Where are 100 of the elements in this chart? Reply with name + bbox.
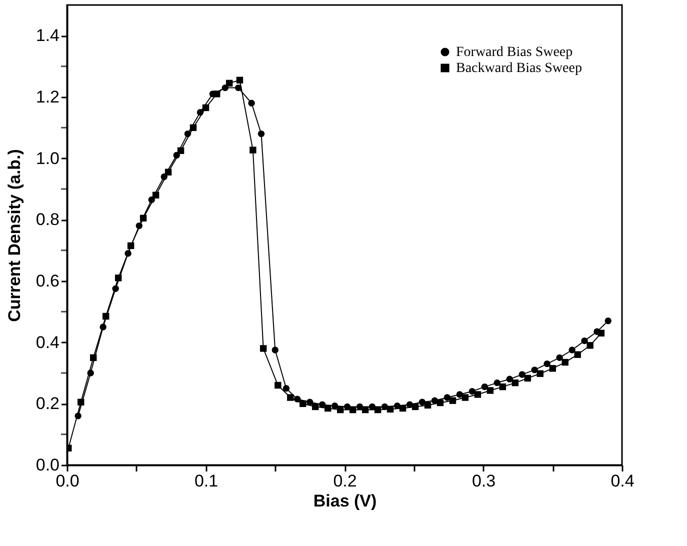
point: [524, 374, 532, 382]
point: [127, 242, 134, 250]
point: [486, 387, 494, 394]
point: [272, 346, 278, 354]
point: [324, 404, 332, 412]
point: [300, 400, 306, 408]
point: [568, 346, 576, 354]
point: [190, 124, 197, 132]
point: [506, 376, 513, 382]
point: [274, 382, 282, 389]
point: [424, 402, 432, 409]
point: [604, 318, 612, 324]
point: [148, 196, 155, 204]
point: [164, 168, 172, 176]
point: [549, 365, 556, 372]
point: [399, 404, 406, 412]
point: [100, 324, 106, 330]
point: [177, 147, 184, 154]
point: [87, 370, 94, 376]
point: [368, 403, 376, 410]
point: [381, 403, 388, 410]
point: [536, 370, 544, 377]
point: [213, 90, 220, 98]
point: [598, 330, 605, 336]
point: [112, 285, 119, 292]
point: [184, 130, 192, 138]
point: [74, 412, 82, 420]
point: [449, 397, 456, 404]
legend-label: Backward Bias Sweep: [456, 61, 582, 76]
point: [362, 406, 369, 414]
point: [394, 402, 401, 410]
point: [444, 394, 451, 401]
y-tick-label: 0.4: [36, 332, 60, 352]
point: [152, 192, 160, 198]
x-tick-label: 0.1: [194, 472, 218, 490]
point: [306, 398, 314, 406]
point: [356, 403, 364, 410]
point: [312, 403, 319, 410]
point: [226, 80, 233, 87]
point: [336, 406, 344, 414]
point: [462, 394, 469, 401]
point: [78, 398, 84, 406]
point: [318, 401, 326, 408]
y-tick-label: 0.0: [36, 456, 60, 474]
legend-label: Forward Bias Sweep: [456, 45, 573, 60]
point: [418, 398, 426, 406]
point: [436, 399, 444, 406]
y-tick-label: 0.8: [36, 210, 60, 230]
y-tick-label: 1.4: [36, 26, 60, 46]
point: [173, 152, 180, 159]
point: [562, 358, 568, 366]
point: [349, 406, 356, 414]
x-axis-title: Bias (V): [313, 492, 377, 510]
point: [102, 312, 110, 320]
point: [294, 396, 301, 402]
point: [236, 76, 244, 84]
point: [574, 351, 581, 358]
point: [250, 146, 256, 154]
point: [196, 108, 204, 116]
point: [282, 384, 290, 392]
point: [114, 274, 122, 282]
point: [518, 371, 526, 378]
point: [248, 100, 255, 106]
point: [344, 403, 351, 410]
point: [474, 391, 482, 398]
point: [581, 337, 588, 344]
point: [412, 403, 419, 410]
x-tick-label: 0.0: [56, 472, 80, 490]
point: [287, 394, 294, 401]
point: [468, 388, 476, 395]
point: [90, 354, 97, 362]
point: [512, 379, 519, 386]
y-tick-label: 0.2: [36, 394, 60, 414]
x-tick-label: 0.2: [333, 472, 357, 490]
point: [140, 214, 147, 222]
point: [331, 402, 338, 410]
point: [586, 342, 594, 349]
point: [406, 401, 414, 408]
point: [260, 345, 267, 352]
point: [456, 391, 464, 398]
point: [202, 104, 210, 112]
y-tick-label: 1.2: [36, 88, 60, 106]
x-tick-label: 0.3: [472, 472, 496, 490]
point: [431, 397, 438, 404]
point: [136, 222, 143, 230]
point: [235, 84, 242, 92]
point: [531, 366, 538, 374]
y-axis-title: Current Density (a.b.): [4, 149, 24, 322]
point: [481, 383, 488, 390]
point: [386, 406, 394, 413]
point: [222, 84, 229, 92]
point: [544, 360, 550, 368]
x-tick-label: 0.4: [610, 472, 634, 490]
y-tick-label: 1.0: [36, 148, 60, 168]
point: [374, 406, 382, 414]
point: [258, 130, 265, 138]
point: [160, 173, 168, 180]
point: [556, 354, 563, 362]
point: [494, 379, 500, 386]
point: [499, 383, 506, 390]
